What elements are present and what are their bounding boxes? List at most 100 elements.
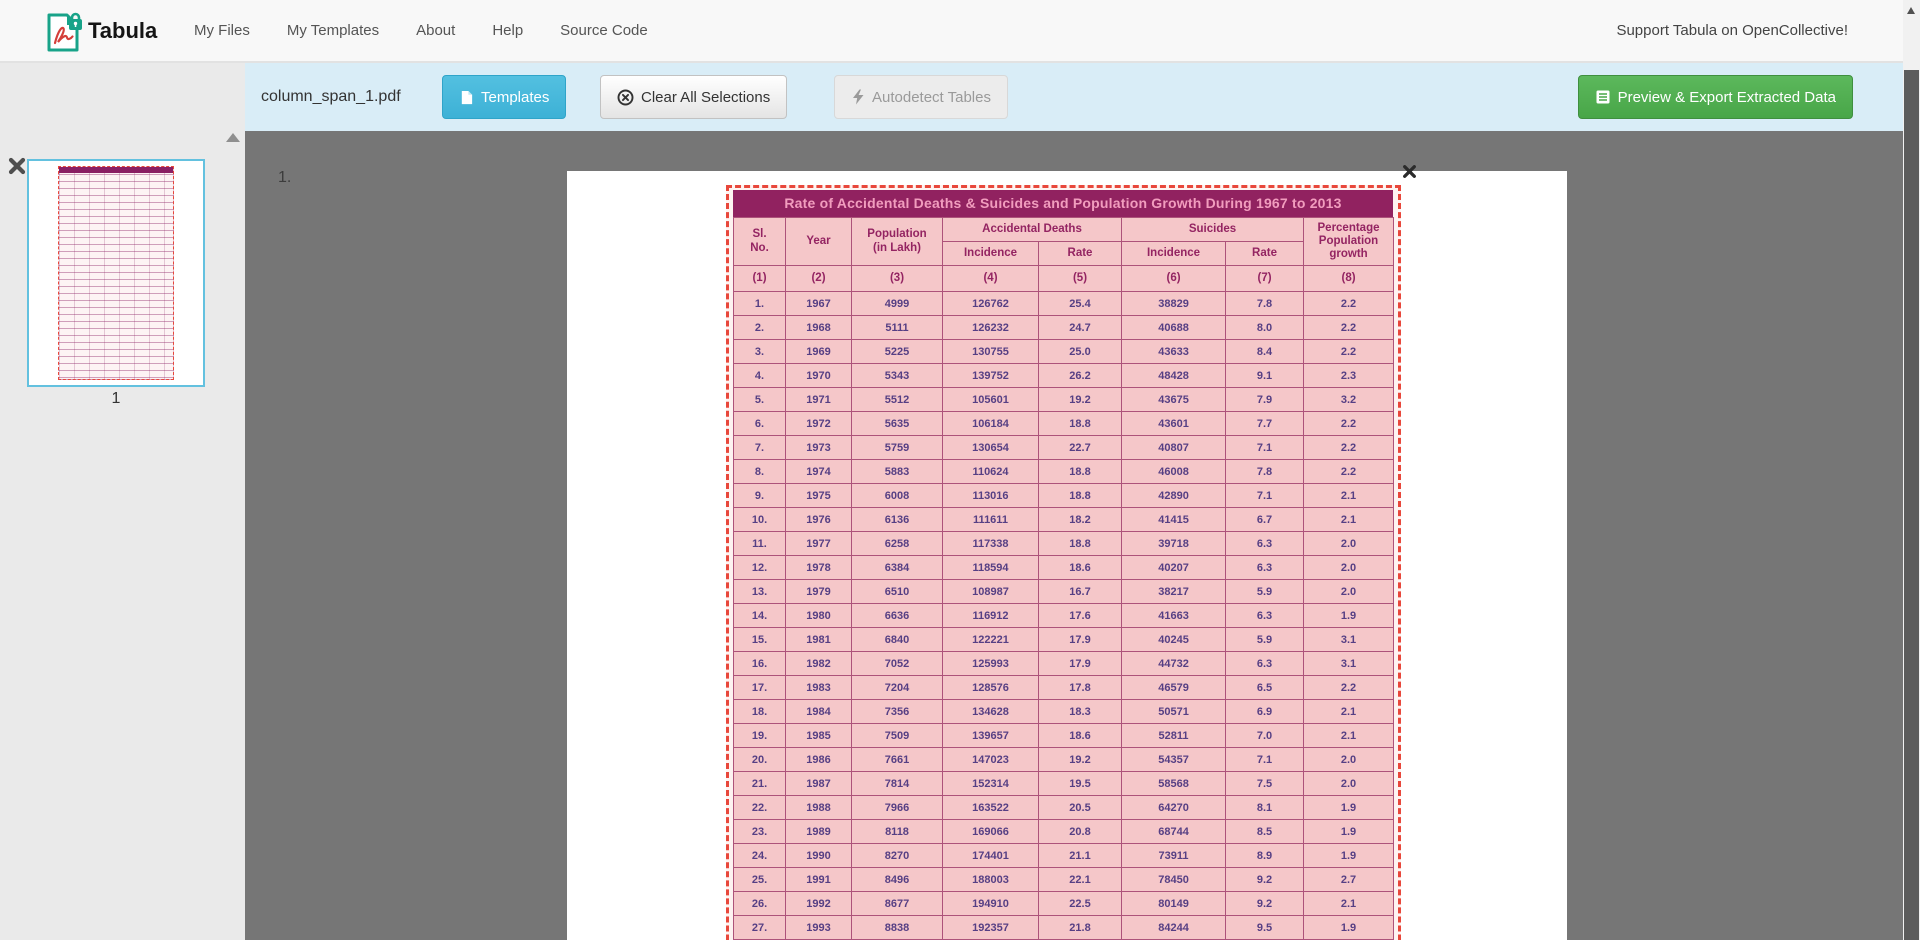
toolbar: column_span_1.pdf Templates Clear All Se… — [245, 63, 1903, 131]
table-cell: 25.0 — [1037, 339, 1123, 364]
table-cell: 16.7 — [1037, 579, 1123, 604]
table-row: 6. 1972 5635 106184 18.8 43601 7.7 2.2 — [733, 411, 1395, 436]
table-cell: 126232 — [942, 315, 1039, 340]
table-cell: 84244 — [1121, 915, 1227, 940]
col-number: (1) — [733, 265, 786, 292]
tabula-logo-icon[interactable] — [46, 11, 82, 53]
table-cell: 27. — [733, 915, 786, 940]
table-row: 3. 1969 5225 130755 25.0 43633 8.4 2.2 — [733, 339, 1395, 364]
brand-title[interactable]: Tabula — [88, 17, 158, 43]
table-row: 4. 1970 5343 139752 26.2 48428 9.1 2.3 — [733, 363, 1395, 388]
autodetect-tables-button[interactable]: Autodetect Tables — [834, 75, 1008, 119]
table-cell: 1978 — [785, 555, 852, 580]
table-row: 19. 1985 7509 139657 18.6 52811 7.0 2.1 — [733, 723, 1395, 748]
clear-all-selections-button[interactable]: Clear All Selections — [600, 75, 788, 119]
table-cell: 5.9 — [1225, 627, 1305, 652]
table-cell: 4999 — [851, 291, 943, 316]
remove-page-icon[interactable] — [7, 156, 27, 176]
window-scrollbar[interactable] — [1903, 0, 1920, 940]
col-number: (6) — [1121, 265, 1227, 292]
table-cell: 111611 — [942, 507, 1039, 532]
table-cell: 7.9 — [1225, 387, 1305, 412]
table-cell: 5512 — [851, 387, 943, 412]
table-cell: 26. — [733, 891, 786, 916]
table-cell: 1982 — [785, 651, 852, 676]
col-number: (3) — [851, 265, 943, 292]
preview-export-label: Preview & Export Extracted Data — [1617, 88, 1836, 106]
table-cell: 46008 — [1121, 459, 1227, 484]
col-number: (4) — [942, 265, 1039, 292]
table-cell: 17.8 — [1037, 675, 1123, 700]
table-cell: 1.9 — [1303, 915, 1395, 940]
table-cell: 163522 — [942, 795, 1039, 820]
table-cell: 19.2 — [1037, 747, 1123, 772]
templates-button-label: Templates — [481, 88, 550, 106]
col-header-incidence: Incidence — [942, 241, 1039, 266]
page-thumbnail[interactable] — [27, 159, 205, 387]
table-cell: 18.8 — [1037, 411, 1123, 436]
navbar: Tabula My Files My Templates About Help … — [0, 0, 1920, 63]
table-cell: 22.1 — [1037, 867, 1123, 892]
table-cell: 8.9 — [1225, 843, 1305, 868]
col-number: (8) — [1303, 265, 1395, 292]
table-cell: 18.3 — [1037, 699, 1123, 724]
table-cell: 105601 — [942, 387, 1039, 412]
selection-close-icon[interactable] — [1402, 164, 1417, 179]
table-cell: 2.2 — [1303, 675, 1395, 700]
table-cell: 108987 — [942, 579, 1039, 604]
table-cell: 39718 — [1121, 531, 1227, 556]
scroll-up-icon[interactable] — [1907, 7, 1915, 14]
table-cell: 2.0 — [1303, 579, 1395, 604]
nav-links: My Files My Templates About Help Source … — [194, 0, 648, 61]
preview-export-button[interactable]: Preview & Export Extracted Data — [1577, 75, 1853, 119]
table-cell: 21. — [733, 771, 786, 796]
table-cell: 3.2 — [1303, 387, 1395, 412]
pdf-page-canvas[interactable]: Rate of Accidental Deaths & Suicides and… — [567, 171, 1567, 940]
table-cell: 6136 — [851, 507, 943, 532]
nav-help[interactable]: Help — [492, 22, 524, 39]
table-row: 27. 1993 8838 192357 21.8 84244 9.5 1.9 — [733, 915, 1395, 940]
table-cell: 40207 — [1121, 555, 1227, 580]
table-cell: 1988 — [785, 795, 852, 820]
table-cell: 46579 — [1121, 675, 1227, 700]
table-cell: 20. — [733, 747, 786, 772]
table-cell: 41415 — [1121, 507, 1227, 532]
export-table-icon — [1596, 90, 1610, 104]
templates-button[interactable]: Templates — [442, 75, 567, 119]
table-cell: 2.3 — [1303, 363, 1395, 388]
nav-source-code[interactable]: Source Code — [560, 22, 648, 39]
table-cell: 2.2 — [1303, 291, 1395, 316]
sidebar-scroll-up-icon[interactable] — [226, 133, 240, 142]
table-cell: 7.0 — [1225, 723, 1305, 748]
support-link[interactable]: Support Tabula on OpenCollective! — [1616, 22, 1848, 39]
table-cell: 4. — [733, 363, 786, 388]
table-cell: 1975 — [785, 483, 852, 508]
table-cell: 7509 — [851, 723, 943, 748]
table-cell: 139752 — [942, 363, 1039, 388]
nav-my-templates[interactable]: My Templates — [286, 22, 380, 39]
table-cell: 18.6 — [1037, 723, 1123, 748]
table-cell: 43675 — [1121, 387, 1227, 412]
table-row: 15. 1981 6840 122221 17.9 40245 5.9 3.1 — [733, 627, 1395, 652]
nav-my-files[interactable]: My Files — [194, 22, 250, 39]
table-cell: 1977 — [785, 531, 852, 556]
table-cell: 9.5 — [1225, 915, 1305, 940]
scrollbar-thumb[interactable] — [1904, 70, 1919, 940]
table-cell: 2.1 — [1303, 723, 1395, 748]
clear-selections-icon — [617, 89, 634, 105]
col-header-year: Year — [785, 217, 852, 266]
col-header-rate: Rate — [1037, 241, 1123, 266]
table-cell: 10. — [733, 507, 786, 532]
table-cell: 17.9 — [1037, 627, 1123, 652]
table-cell: 78450 — [1121, 867, 1227, 892]
table-cell: 64270 — [1121, 795, 1227, 820]
lightning-icon — [853, 89, 864, 105]
table-cell: 8.5 — [1225, 819, 1305, 844]
table-selection-box[interactable] — [726, 185, 1401, 940]
nav-about[interactable]: About — [416, 22, 456, 39]
table-cell: 1976 — [785, 507, 852, 532]
table-cell: 6.3 — [1225, 603, 1305, 628]
table-cell: 7.1 — [1225, 747, 1305, 772]
table-cell: 3. — [733, 339, 786, 364]
table-cell: 1991 — [785, 867, 852, 892]
